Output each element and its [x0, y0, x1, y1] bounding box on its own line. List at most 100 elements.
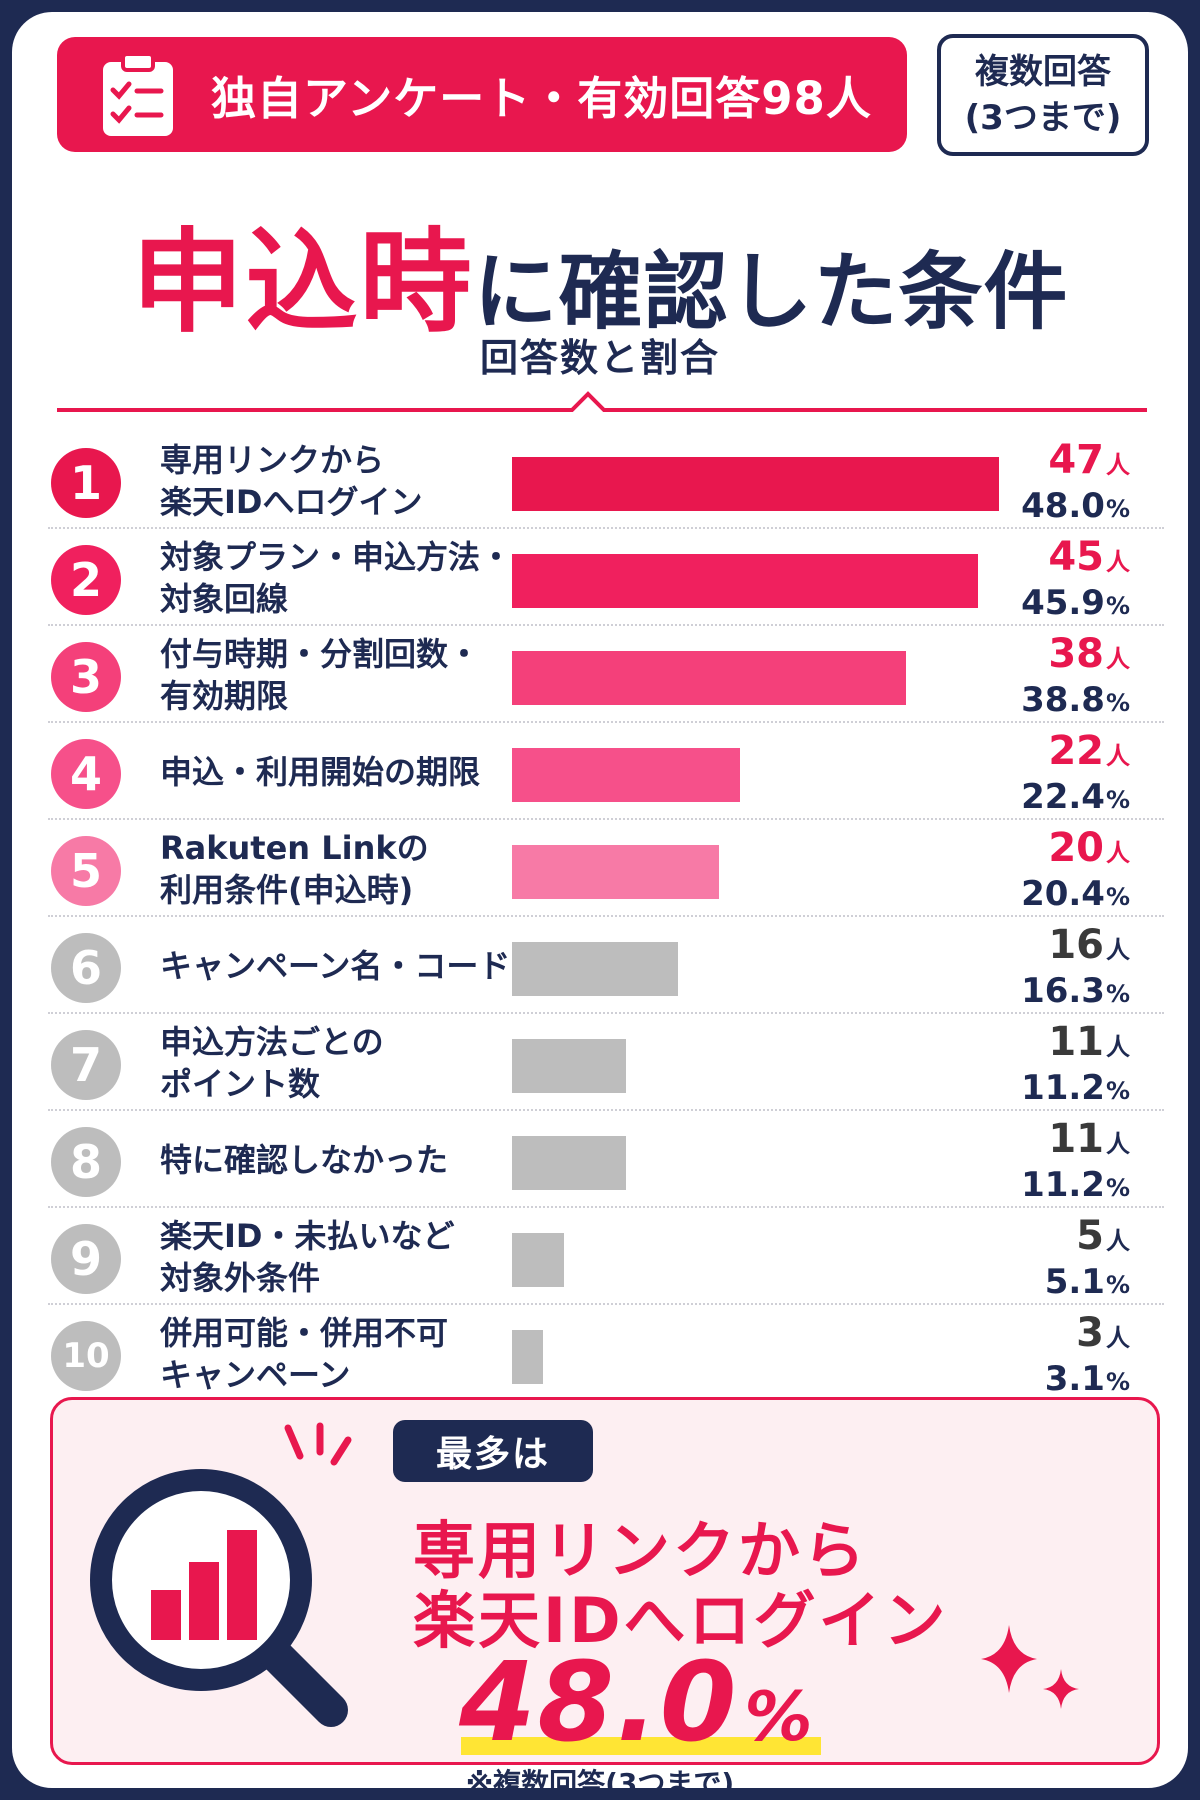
value-label: 11人 11.2%	[1021, 1020, 1130, 1110]
count-label: 3人	[1045, 1311, 1130, 1360]
row-label: Rakuten Linkの 利用条件(申込時)	[160, 820, 500, 917]
survey-badge: 独自アンケート・有効回答98人	[57, 37, 907, 152]
row-label: 付与時期・分割回数・ 有効期限	[160, 626, 500, 723]
rank-badge: 2	[51, 545, 121, 615]
rank-badge: 9	[51, 1224, 121, 1294]
ranking-row: 6 キャンペーン名・コード 16人 16.3%	[12, 917, 1188, 1014]
multiple-answer-line1: 複数回答	[975, 52, 1111, 92]
percent-label: 22.4%	[1021, 778, 1130, 819]
count-unit: 人	[1106, 548, 1130, 576]
percent-value: 38.8	[1021, 680, 1105, 720]
row-label-line: Rakuten Linkの	[160, 828, 429, 867]
row-label-line: 付与時期・分割回数・	[160, 634, 481, 673]
percent-highlight	[461, 1737, 821, 1755]
ranking-row: 4 申込・利用開始の期限 22人 22.4%	[12, 723, 1188, 820]
rank-badge: 4	[51, 739, 121, 809]
row-label-line: 併用可能・併用不可	[160, 1313, 449, 1352]
percent-label: 11.2%	[1021, 1166, 1130, 1207]
infographic-card: 独自アンケート・有効回答98人 複数回答 (3つまで) 申込時に確認した条件 回…	[12, 12, 1188, 1788]
rank-badge: 10	[51, 1321, 121, 1391]
percent-unit: %	[1105, 1368, 1130, 1396]
summary-percent: 48.0%	[459, 1638, 815, 1766]
ranking-row: 9 楽天ID・未払いなど 対象外条件 5人 5.1%	[12, 1208, 1188, 1305]
rank-badge: 3	[51, 642, 121, 712]
percent-value: 45.9	[1021, 583, 1105, 623]
bar	[512, 1233, 564, 1287]
count-unit: 人	[1106, 645, 1130, 673]
row-divider	[48, 1109, 1164, 1111]
percent-label: 3.1%	[1045, 1360, 1130, 1401]
percent-label: 38.8%	[1021, 681, 1130, 722]
percent-value: 16.3	[1021, 971, 1105, 1011]
row-divider	[48, 527, 1164, 529]
bar	[512, 845, 719, 899]
percent-label: 20.4%	[1021, 875, 1130, 916]
count-unit: 人	[1106, 936, 1130, 964]
chart-title-navy: に確認した条件	[473, 243, 1069, 341]
ranking-row: 2 対象プラン・申込方法・ 対象回線 45人 45.9%	[12, 529, 1188, 626]
percent-label: 11.2%	[1021, 1069, 1130, 1110]
row-divider	[48, 1012, 1164, 1014]
sparkle-lines-icon	[284, 1422, 352, 1466]
count-unit: 人	[1106, 1033, 1130, 1061]
ranking-row: 8 特に確認しなかった 11人 11.2%	[12, 1111, 1188, 1208]
row-divider	[48, 915, 1164, 917]
rank-badge: 5	[51, 836, 121, 906]
row-label: 楽天ID・未払いなど 対象外条件	[160, 1208, 500, 1305]
bar	[512, 651, 906, 705]
row-label-line: 申込・利用開始の期限	[160, 752, 481, 791]
value-label: 3人 3.1%	[1045, 1311, 1130, 1401]
count-label: 38人	[1021, 632, 1130, 681]
row-label: 申込・利用開始の期限	[160, 723, 500, 820]
count-value: 22	[1048, 728, 1104, 774]
rank-badge: 7	[51, 1030, 121, 1100]
count-label: 45人	[1021, 535, 1130, 584]
percent-value: 20.4	[1021, 874, 1105, 914]
magnifier-chart-icon	[90, 1469, 348, 1727]
count-value: 5	[1076, 1213, 1104, 1259]
bar	[512, 942, 678, 996]
rank-badge: 1	[51, 448, 121, 518]
count-unit: 人	[1106, 1227, 1130, 1255]
row-label: 専用リンクから 楽天IDへログイン	[160, 432, 500, 529]
ranking-row: 1 専用リンクから 楽天IDへログイン 47人 48.0%	[12, 432, 1188, 529]
count-value: 45	[1048, 534, 1104, 580]
percent-label: 5.1%	[1045, 1263, 1130, 1304]
count-value: 16	[1048, 922, 1104, 968]
row-label: 併用可能・併用不可 キャンペーン	[160, 1305, 500, 1402]
row-label-line: キャンペーン名・コード	[160, 946, 511, 985]
count-label: 16人	[1021, 923, 1130, 972]
row-divider	[48, 624, 1164, 626]
chart-title-red: 申込時	[131, 218, 474, 348]
count-value: 38	[1048, 631, 1104, 677]
percent-label: 45.9%	[1021, 584, 1130, 625]
survey-badge-text: 独自アンケート・有効回答98人	[211, 72, 872, 125]
count-unit: 人	[1106, 742, 1130, 770]
count-value: 11	[1048, 1116, 1104, 1162]
row-label-line: 専用リンクから	[160, 440, 385, 479]
ranking-row: 10 併用可能・併用不可 キャンペーン 3人 3.1%	[12, 1305, 1188, 1402]
count-label: 5人	[1045, 1214, 1130, 1263]
percent-unit: %	[1105, 592, 1130, 620]
row-divider	[48, 721, 1164, 723]
row-label-line: 有効期限	[160, 676, 289, 715]
row-divider	[48, 1303, 1164, 1305]
row-label-line: 申込方法ごとの	[160, 1022, 384, 1061]
percent-value: 11.2	[1021, 1165, 1105, 1205]
value-label: 22人 22.4%	[1021, 729, 1130, 819]
percent-value: 11.2	[1021, 1068, 1105, 1108]
percent-value: 48.0	[1021, 486, 1105, 526]
count-label: 47人	[1021, 438, 1130, 487]
count-value: 3	[1076, 1310, 1104, 1356]
row-label-line: 利用条件(申込時)	[160, 870, 414, 909]
ranking-row: 3 付与時期・分割回数・ 有効期限 38人 38.8%	[12, 626, 1188, 723]
row-label-line: 楽天IDへログイン	[160, 482, 423, 521]
row-label: キャンペーン名・コード	[160, 917, 511, 1014]
row-label-line: キャンペーン	[160, 1355, 351, 1394]
count-unit: 人	[1106, 451, 1130, 479]
row-label: 申込方法ごとの ポイント数	[160, 1014, 500, 1111]
row-label-line: 対象外条件	[160, 1258, 321, 1297]
chart-title: 申込時に確認した条件	[12, 192, 1188, 354]
value-label: 11人 11.2%	[1021, 1117, 1130, 1207]
most-tag: 最多は	[393, 1420, 593, 1482]
